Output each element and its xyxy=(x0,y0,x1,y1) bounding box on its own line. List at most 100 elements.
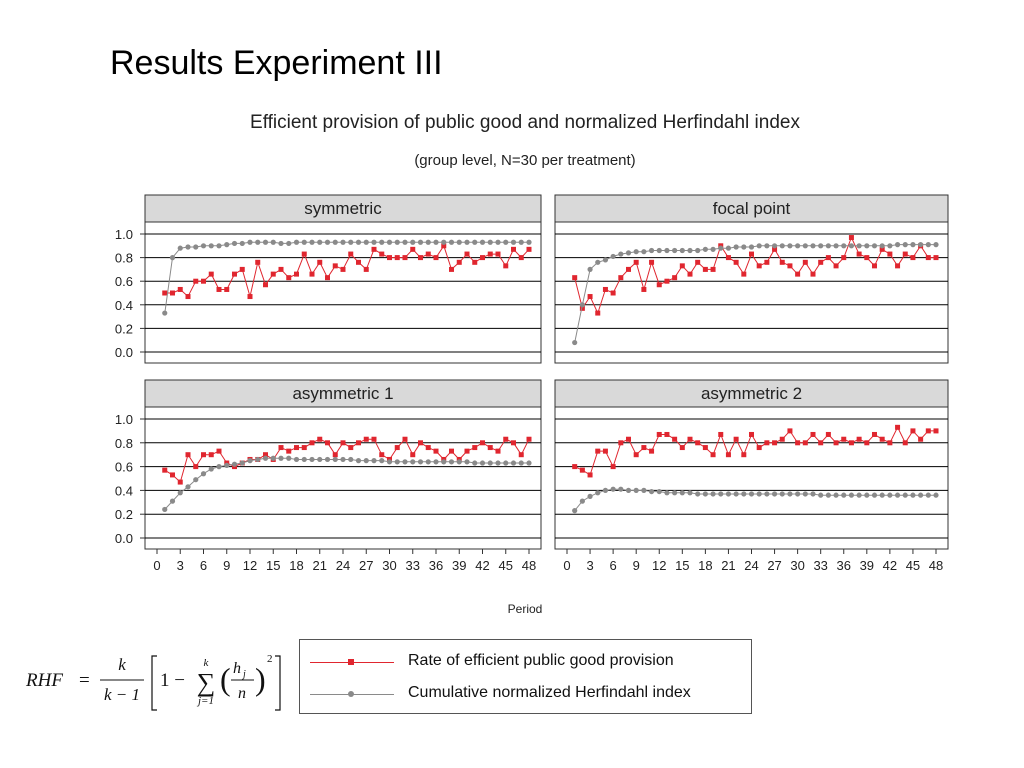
point-herfindahl xyxy=(825,243,831,249)
point-efficient xyxy=(825,431,831,437)
point-herfindahl xyxy=(379,239,385,245)
point-efficient xyxy=(487,251,493,257)
formula-k-denominator: k − 1 xyxy=(104,685,140,704)
point-efficient xyxy=(687,271,693,277)
point-efficient xyxy=(672,436,678,442)
point-herfindahl xyxy=(301,239,307,245)
point-efficient xyxy=(332,452,338,458)
point-herfindahl xyxy=(748,244,755,250)
x-tick-label: 21 xyxy=(313,558,327,573)
point-herfindahl xyxy=(687,490,693,496)
formula-power: 2 xyxy=(267,653,273,665)
point-efficient xyxy=(779,436,785,442)
point-efficient xyxy=(864,255,870,261)
point-efficient xyxy=(177,479,183,485)
point-herfindahl xyxy=(664,490,670,496)
point-herfindahl xyxy=(810,491,816,497)
point-efficient xyxy=(802,440,808,446)
point-efficient xyxy=(301,445,307,451)
point-herfindahl xyxy=(587,266,593,272)
point-efficient xyxy=(679,445,685,451)
point-efficient xyxy=(170,472,175,478)
formula-one-minus: 1 − xyxy=(160,670,185,691)
point-efficient xyxy=(294,445,299,451)
point-herfindahl xyxy=(472,239,478,245)
point-herfindahl xyxy=(379,458,385,464)
point-herfindahl xyxy=(779,243,785,249)
point-efficient xyxy=(201,452,206,458)
y-tick-label: 0.4 xyxy=(115,298,133,313)
point-herfindahl xyxy=(231,461,238,467)
point-herfindahl xyxy=(572,508,578,514)
point-herfindahl xyxy=(185,484,191,490)
panel-strip xyxy=(144,379,542,408)
point-herfindahl xyxy=(748,491,755,497)
point-herfindahl xyxy=(864,243,870,249)
point-efficient xyxy=(239,266,245,272)
point-efficient xyxy=(348,445,354,451)
point-efficient xyxy=(387,255,392,261)
x-tick-label: 15 xyxy=(675,558,689,573)
point-efficient xyxy=(626,436,631,442)
point-herfindahl xyxy=(255,456,261,463)
point-efficient xyxy=(309,440,315,446)
point-herfindahl xyxy=(918,492,924,498)
y-tick-label: 0.8 xyxy=(115,436,133,451)
formula-sum-sign: ∑ xyxy=(197,668,216,697)
point-herfindahl xyxy=(371,458,377,464)
point-efficient xyxy=(656,431,662,437)
point-herfindahl xyxy=(894,492,901,498)
point-herfindahl xyxy=(371,239,377,245)
point-herfindahl xyxy=(386,239,393,245)
point-efficient xyxy=(679,263,685,269)
point-herfindahl xyxy=(656,488,662,495)
point-efficient xyxy=(579,467,585,473)
point-efficient xyxy=(795,440,801,446)
point-herfindahl xyxy=(479,460,486,466)
x-tick-label: 27 xyxy=(359,558,373,573)
point-efficient xyxy=(810,271,816,277)
point-efficient xyxy=(872,263,877,269)
formula-lhs: RHF xyxy=(25,670,63,691)
point-herfindahl xyxy=(579,302,585,308)
x-tick-label: 48 xyxy=(522,558,536,573)
legend-item-herfindahl: Cumulative normalized Herfindahl index xyxy=(300,682,751,706)
point-herfindahl xyxy=(672,490,678,496)
point-herfindahl xyxy=(802,243,808,249)
point-herfindahl xyxy=(733,491,739,497)
point-herfindahl xyxy=(464,459,470,465)
point-efficient xyxy=(579,305,585,311)
point-efficient xyxy=(664,278,670,284)
panel-strip-label: focal point xyxy=(713,199,791,218)
point-herfindahl xyxy=(363,458,369,464)
point-herfindahl xyxy=(177,490,183,496)
y-tick-label: 0.0 xyxy=(115,531,133,546)
point-herfindahl xyxy=(394,459,400,465)
point-efficient xyxy=(595,310,601,316)
point-herfindahl xyxy=(224,462,230,469)
point-efficient xyxy=(418,255,423,261)
point-herfindahl xyxy=(718,491,724,497)
point-herfindahl xyxy=(332,239,338,245)
x-tick-label: 42 xyxy=(475,558,489,573)
chart-subtitle: (group level, N=30 per treatment) xyxy=(414,152,635,169)
point-efficient xyxy=(833,440,839,446)
point-herfindahl xyxy=(526,239,532,245)
point-herfindahl xyxy=(925,242,931,248)
point-efficient xyxy=(201,278,206,284)
point-efficient xyxy=(193,464,199,470)
point-herfindahl xyxy=(771,491,778,497)
point-efficient xyxy=(332,263,338,269)
x-tick-label: 6 xyxy=(610,558,617,573)
point-herfindahl xyxy=(495,239,501,245)
point-herfindahl xyxy=(741,491,747,497)
panel-asymmetric-1: asymmetric 10.00.20.40.60.81.00 3 6 9 12 15 18… xyxy=(115,379,542,573)
point-efficient xyxy=(371,436,377,442)
y-tick-label: 0.0 xyxy=(115,345,133,360)
point-efficient xyxy=(177,286,183,292)
panel-strip-label: asymmetric 1 xyxy=(292,384,393,403)
point-herfindahl xyxy=(162,310,168,316)
point-herfindahl xyxy=(317,456,323,463)
point-efficient xyxy=(618,275,624,281)
point-efficient xyxy=(410,452,416,458)
